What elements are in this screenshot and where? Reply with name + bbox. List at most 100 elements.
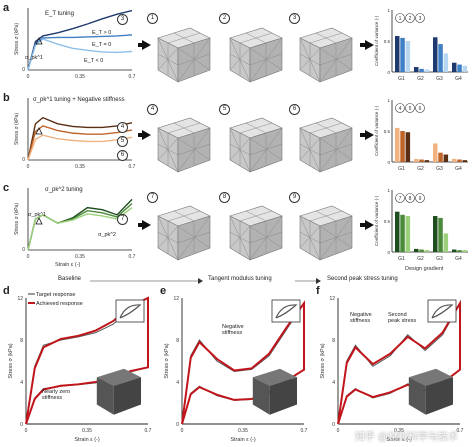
bar: [457, 250, 462, 252]
bar: [457, 159, 462, 162]
bar: [438, 152, 443, 162]
annot-f-1: Negative stiffness: [350, 312, 372, 324]
annot-c-pk2: σ_pk^2: [98, 232, 116, 238]
lattice-image-2: [229, 27, 283, 83]
step-3-label: 3: [289, 13, 300, 24]
bar-category-label: G1: [398, 76, 405, 82]
bar: [419, 249, 424, 252]
flow-tangent: Tangent modulus tuning: [208, 276, 272, 282]
curve-label-b-4: 4: [117, 122, 128, 133]
flow-arrows: [90, 278, 321, 284]
x-tick-label: 0.35: [75, 164, 85, 170]
bar-y-tick: 0: [387, 70, 390, 75]
bar: [443, 154, 449, 162]
x-tick-label: 0.35: [238, 428, 248, 434]
lattice-image-1: [157, 27, 211, 83]
bar: [395, 211, 400, 252]
x-tick-label: 0: [27, 74, 30, 80]
bar: [419, 159, 424, 162]
bar-category-label: G2: [417, 166, 424, 172]
y-tick-label: 8: [20, 338, 23, 344]
bar: [457, 64, 462, 72]
step-9-label: 9: [289, 192, 300, 203]
series-label: 7: [399, 196, 402, 202]
y-tick-label: 8: [176, 338, 179, 344]
chart-f: Stress σ (kPa) Strain ε (-) 0 4 8 12 0 0.35 0.7: [320, 296, 464, 443]
bar: [462, 160, 468, 162]
panel-letter-e: e: [160, 285, 167, 297]
chart-a-bar: Coefficient of variance (-) 0 0.5 1 G1 G2 G3 G4…: [374, 8, 468, 82]
x-tick-label: 0: [27, 254, 30, 260]
bar-category-label: G1: [398, 256, 405, 262]
chart-c-bar: Coefficient of variance (-) 0 0.5 1 G1 G2 G3 G4…: [374, 188, 468, 262]
hysteresis-loop: [25, 296, 149, 425]
curve-label-c-7: 7: [117, 214, 128, 225]
bar-category-label: G2: [417, 76, 424, 82]
x-tick-label: 0: [25, 428, 28, 434]
panel-letter-b: b: [3, 92, 10, 104]
lattice-sample-image: [252, 368, 297, 415]
bar-y-tick: 0.5: [384, 129, 391, 134]
step-8-label: 8: [219, 192, 230, 203]
x-tick-label: 0.7: [129, 254, 136, 260]
bar: [424, 250, 430, 252]
bar: [405, 132, 411, 162]
x-axis-label: Strain ε (-): [74, 437, 100, 443]
series-line: [27, 34, 133, 71]
y-tick-label: 0: [332, 422, 335, 428]
target-inset: [271, 299, 301, 323]
flow-second: Second peak stress tuning: [327, 276, 398, 282]
bar-y-tick: 0.5: [384, 219, 391, 224]
bar: [424, 160, 430, 162]
bar: [433, 216, 438, 252]
y-tick: 0: [22, 247, 25, 253]
bar: [462, 65, 468, 72]
inset-curve: [275, 304, 298, 319]
bar-y-label: Coefficient of variance (-): [374, 105, 379, 156]
bar-category-label: G3: [436, 256, 443, 262]
hysteresis-loop: [181, 300, 305, 425]
series-line: [27, 202, 133, 251]
y-tick-label: 4: [20, 380, 23, 386]
annot-e: Negative stiffness: [222, 324, 244, 336]
chart-b-line: Stress σ (kPa) 00 0.35 0.7: [14, 98, 136, 170]
peak-marker: [35, 127, 43, 135]
series-line: [27, 38, 133, 71]
lattice-image-9: [299, 205, 353, 261]
chart-b-bar: Coefficient of variance (-) 0 0.5 1 G1 G2 G3 G4…: [374, 98, 468, 172]
bar-y-tick: 0: [387, 160, 390, 165]
x-tick-label: 0: [181, 428, 184, 434]
annot-c-pk1: σ_pk^1: [28, 212, 46, 218]
x-tick-label: 0: [27, 164, 30, 170]
inset-curve: [431, 304, 454, 319]
x-axis-label: Strain ε (-): [386, 437, 412, 443]
annot-a-2: E_T = 0: [92, 42, 112, 48]
curve-label-b-6: 6: [117, 150, 128, 161]
bar-category-label: G3: [436, 166, 443, 172]
lattice-sample-image: [96, 368, 141, 415]
series-marker: [395, 13, 405, 23]
bar: [400, 214, 405, 252]
bar: [452, 62, 457, 72]
panel-letter-f: f: [316, 285, 320, 297]
series-line: [27, 134, 133, 161]
series-line: [27, 207, 133, 251]
x-tick-label: 0.35: [75, 254, 85, 260]
bar: [424, 69, 430, 72]
flow-baseline: Baseline: [58, 276, 82, 282]
legend-d-target: Target response: [36, 292, 76, 298]
target-inset: [427, 299, 457, 323]
chart-a-line: Stress σ (kPa) 00 0.35 0.7: [14, 8, 136, 80]
bar: [443, 233, 449, 252]
curve-label-a-3: 3: [117, 14, 128, 25]
y-axis-label: Stress σ (kPa): [164, 343, 170, 378]
lattice-sample-image: [408, 368, 453, 415]
y-tick-label: 4: [176, 380, 179, 386]
bar: [443, 53, 449, 72]
legend-a: E_T tuning: [45, 11, 74, 17]
panel-letter-c: c: [3, 182, 10, 194]
lattice-image-3: [299, 27, 353, 83]
y-tick-label: 12: [329, 296, 335, 302]
y-axis-label: Stress σ (kPa): [14, 113, 20, 145]
series-marker: [405, 13, 415, 23]
